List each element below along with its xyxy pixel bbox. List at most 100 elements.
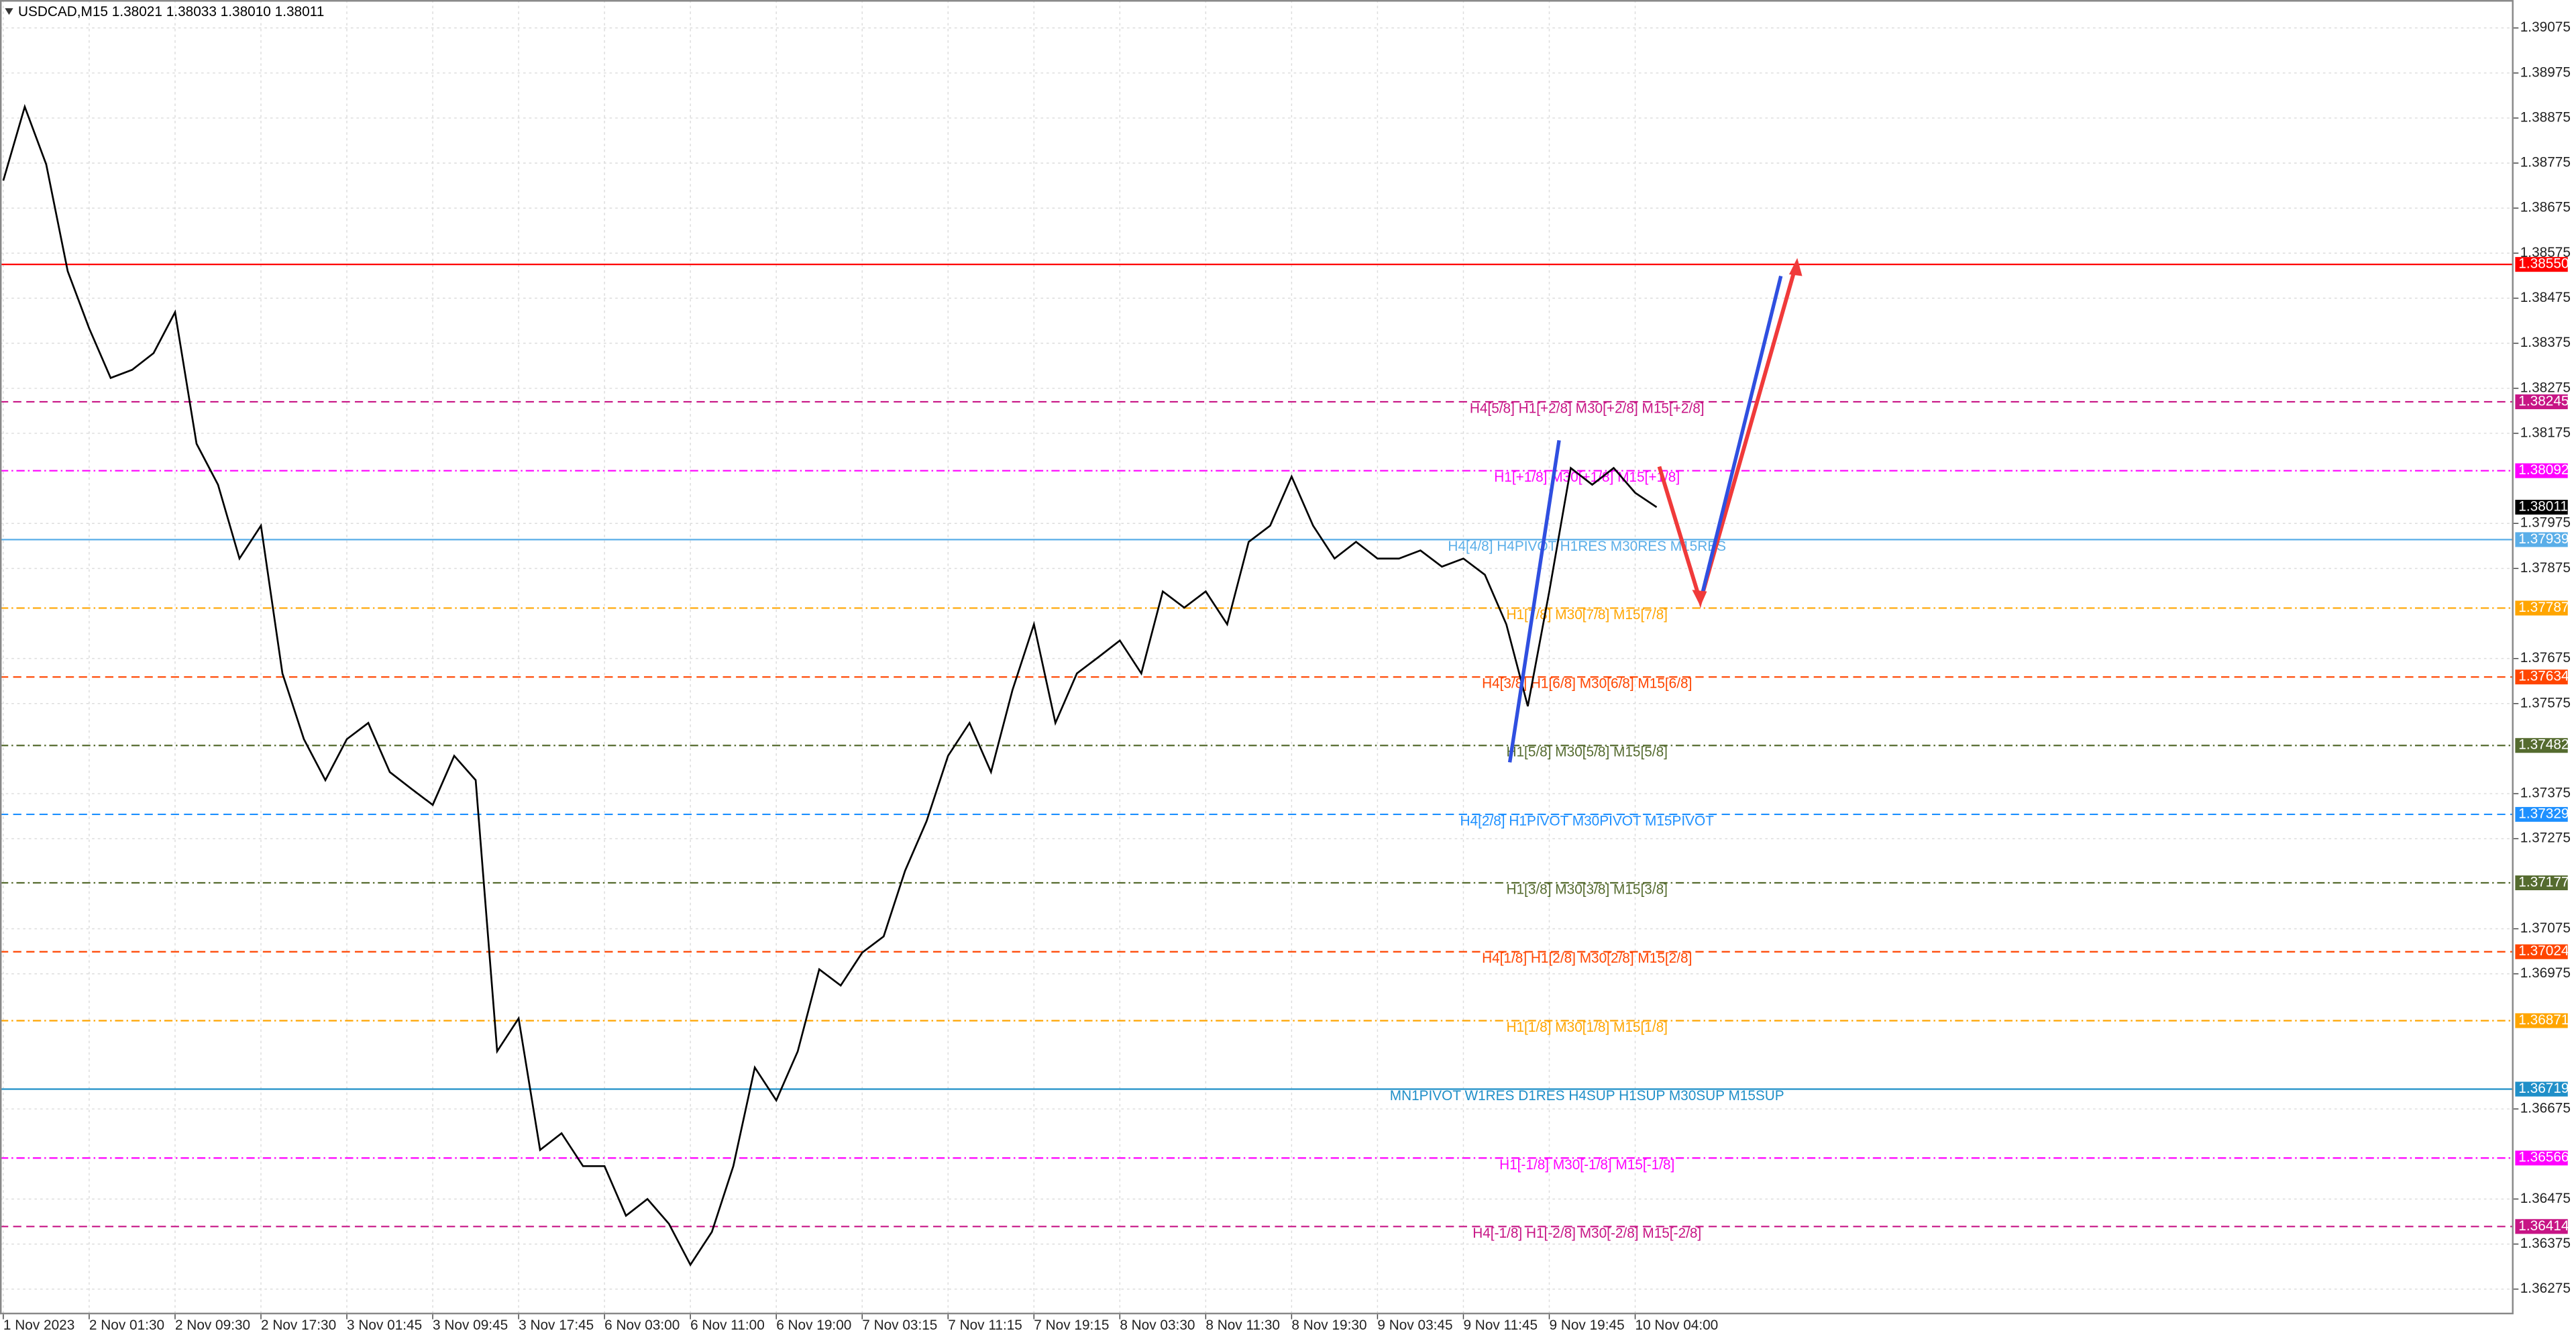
x-tick-label: 8 Nov 19:30: [1291, 1318, 1366, 1333]
x-tick-label: 3 Nov 17:45: [519, 1318, 594, 1333]
y-tick-label: 1.38975: [2520, 64, 2571, 80]
y-tick-label: 1.37075: [2520, 920, 2571, 936]
level-label: H1[7/8] M30[7/8] M15[7/8]: [1506, 607, 1667, 623]
level-label: H4[3/8] H1[6/8] M30[6/8] M15[6/8]: [1482, 676, 1692, 692]
y-tick-label: 1.37875: [2520, 560, 2571, 576]
forecast-arrows: [1507, 258, 1803, 763]
forecast-line: [1700, 275, 1783, 596]
x-tick-label: 6 Nov 03:00: [604, 1318, 680, 1333]
price-tag: [2515, 600, 2568, 616]
chart-title: USDCAD,M15 1.38021 1.38033 1.38010 1.380…: [18, 4, 324, 19]
x-tick-label: 10 Nov 04:00: [1635, 1318, 1719, 1333]
y-tick-label: 1.37675: [2520, 650, 2571, 665]
x-tick-label: 1 Nov 2023: [3, 1318, 74, 1333]
y-tick-label: 1.38675: [2520, 200, 2571, 215]
current-price-tag: [2515, 500, 2568, 515]
x-tick-label: 9 Nov 11:45: [1463, 1318, 1538, 1333]
x-tick-label: 7 Nov 11:15: [948, 1318, 1022, 1333]
y-tick-label: 1.37375: [2520, 786, 2571, 801]
level-label: H1[+1/8] M30[+1/8] M15[+1/8]: [1494, 470, 1680, 485]
current-price-label: 1.38011: [2518, 499, 2568, 515]
price-tag-label: 1.37177: [2518, 875, 2569, 890]
x-tick-label: 2 Nov 09:30: [175, 1318, 250, 1333]
x-tick-label: 3 Nov 01:45: [347, 1318, 422, 1333]
price-tag-label: 1.36719: [2518, 1081, 2569, 1096]
x-tick-label: 6 Nov 11:00: [690, 1318, 765, 1333]
y-tick-label: 1.38375: [2520, 335, 2571, 350]
x-tick-label: 9 Nov 19:45: [1549, 1318, 1624, 1333]
price-tag: [2515, 532, 2568, 547]
x-tick-label: 3 Nov 09:45: [433, 1318, 508, 1333]
price-tag: [2515, 1081, 2568, 1097]
level-label: H1[-1/8] M30[-1/8] M15[-1/8]: [1499, 1157, 1674, 1173]
x-tick-label: 8 Nov 03:30: [1120, 1318, 1195, 1333]
level-label: H4[4/8] H4PIVOT H1RES M30RES M15RES: [1448, 539, 1726, 554]
y-tick-label: 1.38175: [2520, 425, 2571, 440]
level-label: MN1PIVOT W1RES D1RES H4SUP H1SUP M30SUP …: [1390, 1088, 1784, 1104]
level-label: H4[-1/8] H1[-2/8] M30[-2/8] M15[-2/8]: [1472, 1226, 1701, 1241]
levels: H4[5/8] H1[+2/8] M30[+2/8] M15[+2/8] H1[+…: [0, 264, 2514, 1241]
x-tick-label: 2 Nov 17:30: [261, 1318, 336, 1333]
y-tick-label: 1.37575: [2520, 695, 2571, 710]
level-label: H4[1/8] H1[2/8] M30[2/8] M15[2/8]: [1482, 951, 1692, 966]
x-tick-label: 2 Nov 01:30: [89, 1318, 164, 1333]
y-tick-label: 1.37275: [2520, 831, 2571, 846]
y-tick-label: 1.36975: [2520, 965, 2571, 981]
plot-frame: [0, 0, 2514, 1315]
menu-triangle: [5, 8, 13, 15]
y-tick-label: 1.38775: [2520, 155, 2571, 170]
price-tag-label: 1.37024: [2518, 943, 2569, 959]
price-tag-label: 1.37329: [2518, 806, 2569, 821]
y-tick-label: 1.36675: [2520, 1101, 2571, 1116]
level-label: H1[5/8] M30[5/8] M15[5/8]: [1506, 745, 1667, 760]
price-tag-label: 1.37939: [2518, 531, 2569, 547]
x-tick-label: 6 Nov 19:00: [776, 1318, 851, 1333]
y-tick-label: 1.36375: [2520, 1236, 2571, 1251]
price-tag-label: 1.36566: [2518, 1150, 2569, 1165]
axes: 1.36275 1.36375 1.36475 1.36675 1.36975 1.370…: [3, 19, 2571, 1333]
arrow-head: [1788, 258, 1803, 276]
price-tag: [2515, 463, 2568, 478]
grid: [0, 0, 2514, 1315]
price-tag-label: 1.37634: [2518, 669, 2569, 684]
price-tag-label: 1.38092: [2518, 462, 2569, 478]
price-tag: [2515, 738, 2568, 753]
x-tick-label: 7 Nov 19:15: [1034, 1318, 1109, 1333]
y-tick-label: 1.37975: [2520, 515, 2571, 531]
arrow-head: [1692, 590, 1707, 606]
forecast-line: [1507, 439, 1561, 763]
price-tag: [2515, 1150, 2568, 1166]
level-label: H1[1/8] M30[1/8] M15[1/8]: [1506, 1020, 1667, 1035]
price-tag: [2515, 394, 2568, 409]
price-line: [2, 103, 1658, 1267]
price-tag: [2515, 1219, 2568, 1234]
price-tag-label: 1.36871: [2518, 1012, 2569, 1028]
y-tick-label: 1.38475: [2520, 290, 2571, 305]
x-tick-label: 7 Nov 03:15: [862, 1318, 937, 1333]
x-tick-label: 9 Nov 03:45: [1377, 1318, 1452, 1333]
price-tag-label: 1.38550: [2518, 256, 2569, 272]
y-tick-label: 1.38275: [2520, 380, 2571, 395]
price-tag-label: 1.36414: [2518, 1218, 2569, 1234]
y-tick-label: 1.39075: [2520, 19, 2571, 35]
y-tick-label: 1.36275: [2520, 1281, 2571, 1296]
price-tag-label: 1.37482: [2518, 737, 2569, 753]
price-tag: [2515, 944, 2568, 959]
price-tag: [2515, 670, 2568, 685]
price-tag: [2515, 806, 2568, 822]
level-label: H1[3/8] M30[3/8] M15[3/8]: [1506, 882, 1667, 898]
series: [2, 103, 1658, 1267]
y-tick-label: 1.38575: [2520, 245, 2571, 260]
price-tag-label: 1.37787: [2518, 600, 2569, 615]
price-tag: [2515, 875, 2568, 891]
price-tag-label: 1.38245: [2518, 393, 2569, 409]
level-label: H4[5/8] H1[+2/8] M30[+2/8] M15[+2/8]: [1470, 400, 1705, 416]
x-tick-label: 8 Nov 11:30: [1205, 1318, 1280, 1333]
price-tag: [2515, 1013, 2568, 1028]
price-tag: [2515, 257, 2568, 272]
y-tick-label: 1.38875: [2520, 109, 2571, 125]
y-tick-label: 1.36475: [2520, 1191, 2571, 1206]
